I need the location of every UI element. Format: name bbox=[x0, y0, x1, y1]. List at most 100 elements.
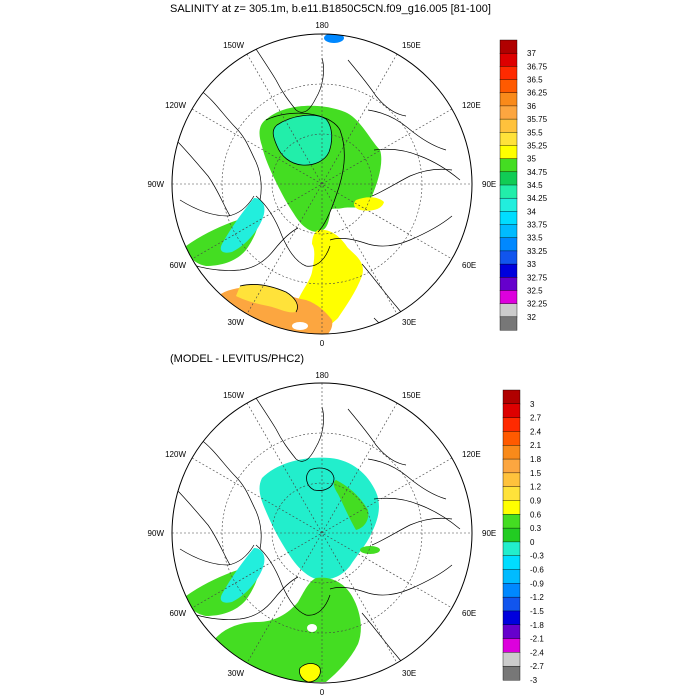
colorbar-swatch bbox=[499, 118, 518, 133]
difference-title: (MODEL - LEVITUS/PHC2) bbox=[170, 353, 304, 365]
colorbar-level-label: -3 bbox=[530, 676, 538, 685]
colorbar-level-label: 34.5 bbox=[527, 181, 543, 190]
region-eurasian-green bbox=[333, 480, 369, 530]
salinity-map-border bbox=[171, 33, 473, 335]
lon-label: 30W bbox=[228, 318, 245, 327]
colorbar-level-label: -1.8 bbox=[530, 621, 544, 630]
region-atlantic-white-diff bbox=[307, 624, 317, 632]
difference-lon-labels: 180 150E 120E 90E 60E 30E 0 30W 60W 90W … bbox=[148, 371, 497, 697]
lon-label: 0 bbox=[320, 688, 325, 697]
lon-label: 180 bbox=[315, 21, 329, 30]
colorbar-level-label: -2.4 bbox=[530, 648, 544, 657]
colorbar-level-label: -0.9 bbox=[530, 579, 544, 588]
lon-label: 180 bbox=[315, 371, 329, 380]
colorbar-level-label: 1.2 bbox=[530, 483, 542, 492]
colorbar-swatch bbox=[502, 583, 521, 598]
region-pacific-blue bbox=[324, 34, 344, 43]
colorbar-level-label: 32.75 bbox=[527, 273, 548, 282]
colorbar-swatch bbox=[499, 79, 518, 94]
colorbar-swatch bbox=[499, 171, 518, 186]
lon-label: 60W bbox=[170, 609, 187, 618]
colorbar-level-label: 33.5 bbox=[527, 234, 543, 243]
colorbar-swatch bbox=[499, 52, 518, 67]
colorbar-level-label: -2.7 bbox=[530, 662, 544, 671]
lon-label: 90E bbox=[482, 180, 496, 189]
lon-label: 60E bbox=[462, 609, 476, 618]
colorbar-level-label: 36.25 bbox=[527, 89, 548, 98]
salinity-contour bbox=[272, 114, 333, 166]
colorbar-level-label: 3 bbox=[530, 400, 535, 409]
lon-label: 60E bbox=[462, 261, 476, 270]
colorbar-swatch bbox=[499, 250, 518, 265]
colorbar-swatch bbox=[502, 500, 521, 515]
colorbar-swatch bbox=[502, 486, 521, 501]
colorbar-level-label: 36.75 bbox=[527, 62, 548, 71]
lon-label: 60W bbox=[170, 261, 187, 270]
region-canada-core bbox=[306, 467, 335, 491]
colorbar-swatch bbox=[502, 472, 521, 488]
region-arctic-ocean bbox=[259, 457, 379, 580]
lon-label: 90E bbox=[482, 529, 496, 538]
colorbar-swatch bbox=[502, 610, 521, 626]
colorbar-swatch bbox=[502, 665, 521, 681]
colorbar-level-label: 1.8 bbox=[530, 455, 542, 464]
colorbar-level-label: 0 bbox=[530, 538, 535, 547]
colorbar-level-label: -1.2 bbox=[530, 593, 544, 602]
colorbar-swatch bbox=[499, 66, 518, 81]
colorbar-swatch bbox=[499, 290, 518, 305]
colorbar-level-label: -0.6 bbox=[530, 566, 544, 575]
colorbar-level-label: 34.25 bbox=[527, 194, 548, 203]
colorbar-swatch bbox=[499, 184, 518, 199]
salinity-contour bbox=[239, 284, 298, 313]
salinity-title: SALINITY at z= 305.1m, b.e11.B1850C5CN.f… bbox=[170, 3, 491, 15]
colorbar-swatch bbox=[502, 555, 521, 571]
colorbar-level-label: 2.7 bbox=[530, 414, 542, 423]
colorbar-level-label: 33.75 bbox=[527, 221, 548, 230]
colorbar-swatch bbox=[502, 624, 521, 640]
region-iceland-yellow bbox=[236, 284, 298, 313]
colorbar-level-label: 0.6 bbox=[530, 510, 542, 519]
colorbar-swatch bbox=[499, 132, 518, 146]
colorbar-level-label: 33.25 bbox=[527, 247, 548, 256]
colorbar-level-label: -1.5 bbox=[530, 607, 544, 616]
colorbar-level-label: 35.5 bbox=[527, 128, 543, 137]
salinity-contour bbox=[265, 112, 345, 233]
colorbar-swatch bbox=[499, 39, 518, 54]
colorbar-swatch bbox=[502, 569, 521, 584]
colorbar-swatch bbox=[499, 263, 518, 278]
region-atlantic-white bbox=[292, 322, 308, 330]
colorbar-level-label: 33 bbox=[527, 260, 536, 269]
salinity-colorbar: 37 36.75 36.5 36.25 36 35.75 35.5 35.25 35 34.75 3… bbox=[499, 39, 548, 331]
lon-label: 90W bbox=[148, 529, 165, 538]
lon-label: 150E bbox=[402, 391, 421, 400]
lon-label: 0 bbox=[320, 339, 325, 348]
salinity-lon-labels: 180 150E 120E 90E 60E 30E 0 30W 60W 90W … bbox=[148, 21, 497, 348]
lon-label: 120W bbox=[165, 101, 186, 110]
colorbar-level-label: 36 bbox=[527, 102, 536, 111]
colorbar-level-label: 36.5 bbox=[527, 76, 543, 85]
colorbar-swatch bbox=[499, 303, 518, 318]
colorbar-swatch bbox=[499, 237, 518, 252]
lon-label: 120W bbox=[165, 450, 186, 459]
lon-label: 120E bbox=[462, 450, 481, 459]
colorbar-level-label: 0.9 bbox=[530, 496, 542, 505]
colorbar-level-label: 34 bbox=[527, 207, 536, 216]
lon-label: 150W bbox=[223, 391, 244, 400]
colorbar-level-label: 2.4 bbox=[530, 427, 542, 436]
difference-panel: (MODEL - LEVITUS/PHC2) bbox=[148, 353, 545, 697]
difference-map-area bbox=[172, 383, 472, 683]
region-beaufort-core bbox=[273, 115, 332, 166]
colorbar-swatch bbox=[502, 541, 521, 557]
lon-label: 30E bbox=[402, 669, 416, 678]
lon-label: 30W bbox=[228, 669, 245, 678]
colorbar-swatch bbox=[499, 277, 518, 291]
colorbar-swatch bbox=[499, 92, 518, 107]
lon-label: 30E bbox=[402, 318, 416, 327]
lon-label: 90W bbox=[148, 180, 165, 189]
colorbar-swatch bbox=[502, 445, 521, 460]
colorbar-level-label: 35.75 bbox=[527, 115, 548, 124]
colorbar-swatch bbox=[502, 596, 521, 612]
colorbar-level-label: -2.1 bbox=[530, 635, 544, 644]
colorbar-swatch bbox=[502, 417, 521, 432]
